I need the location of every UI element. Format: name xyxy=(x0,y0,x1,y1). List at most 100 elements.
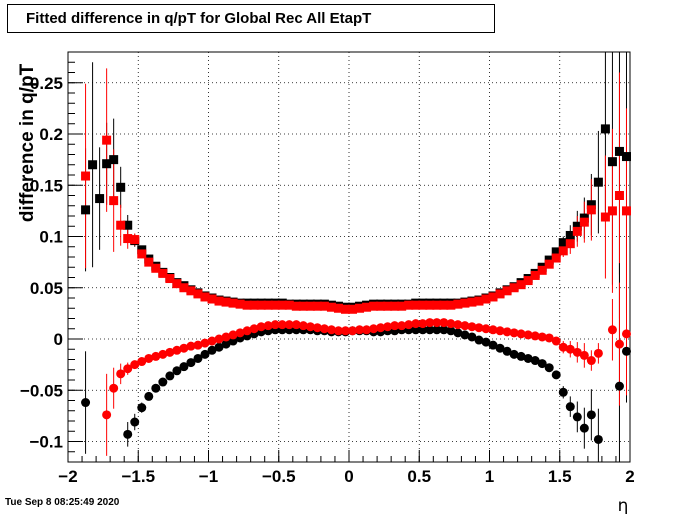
square-marker xyxy=(446,300,456,310)
square-marker xyxy=(467,297,477,307)
circle-marker xyxy=(481,324,491,334)
y-tick-label: 0.2 xyxy=(39,125,63,144)
square-marker xyxy=(404,300,414,310)
circle-marker xyxy=(537,359,547,369)
circle-marker xyxy=(586,356,596,366)
square-marker xyxy=(551,253,561,263)
square-marker xyxy=(593,177,603,187)
square-marker xyxy=(109,196,119,206)
square-marker xyxy=(130,235,140,245)
circle-marker xyxy=(621,329,631,339)
circle-marker xyxy=(144,353,154,363)
square-marker xyxy=(565,230,575,240)
square-marker xyxy=(544,259,554,269)
circle-marker xyxy=(579,350,589,360)
square-marker xyxy=(235,299,245,309)
square-marker xyxy=(481,294,491,304)
square-marker xyxy=(340,304,350,314)
x-tick-label: 1 xyxy=(485,467,494,486)
circle-marker xyxy=(565,402,575,412)
circle-marker xyxy=(172,366,182,376)
x-tick-label: −1 xyxy=(199,467,218,486)
circle-marker xyxy=(179,343,189,353)
square-marker xyxy=(418,300,428,310)
square-marker xyxy=(551,247,561,257)
circle-marker xyxy=(144,391,154,401)
circle-marker xyxy=(460,330,470,340)
circle-marker xyxy=(137,403,147,413)
y-tick-label: −0.05 xyxy=(20,381,63,400)
square-marker xyxy=(200,292,210,302)
square-marker xyxy=(165,274,175,284)
circle-marker xyxy=(607,325,617,335)
circle-marker xyxy=(537,332,547,342)
circle-marker xyxy=(362,325,372,335)
circle-marker xyxy=(116,369,126,379)
square-marker xyxy=(179,283,189,293)
circle-marker xyxy=(228,336,238,346)
circle-marker xyxy=(474,335,484,345)
square-marker xyxy=(411,300,421,310)
square-marker xyxy=(291,301,301,311)
circle-marker xyxy=(165,347,175,357)
square-marker xyxy=(369,301,379,311)
circle-marker xyxy=(390,321,400,331)
circle-marker xyxy=(516,351,526,361)
square-marker xyxy=(312,301,322,311)
square-marker xyxy=(572,226,582,236)
circle-marker xyxy=(446,319,456,329)
square-marker xyxy=(348,304,358,314)
circle-marker xyxy=(523,330,533,340)
x-tick-label: −1.5 xyxy=(121,467,155,486)
circle-marker xyxy=(432,325,442,335)
circle-marker xyxy=(572,412,582,422)
square-marker xyxy=(607,157,617,167)
circle-marker xyxy=(326,325,336,335)
circle-marker xyxy=(481,337,491,347)
circle-marker xyxy=(137,357,147,367)
circle-marker xyxy=(614,339,624,349)
square-marker xyxy=(425,300,435,310)
circle-marker xyxy=(565,344,575,354)
circle-marker xyxy=(418,325,428,335)
y-tick-label: −0.1 xyxy=(29,433,63,452)
circle-marker xyxy=(193,353,203,363)
square-marker xyxy=(158,268,168,278)
circle-marker xyxy=(502,346,512,356)
square-marker xyxy=(123,220,133,230)
square-marker xyxy=(88,160,98,170)
circle-marker xyxy=(467,322,477,332)
circle-marker xyxy=(291,320,301,330)
square-marker xyxy=(305,301,315,311)
circle-marker xyxy=(453,328,463,338)
square-marker xyxy=(432,300,442,310)
square-marker xyxy=(186,286,196,296)
circle-marker xyxy=(460,321,470,331)
square-marker xyxy=(319,301,329,311)
circle-marker xyxy=(474,323,484,333)
square-marker xyxy=(600,124,610,134)
circle-marker xyxy=(158,349,168,359)
circle-marker xyxy=(207,336,217,346)
circle-marker xyxy=(572,347,582,357)
square-marker xyxy=(333,303,343,313)
x-tick-label: 1.5 xyxy=(548,467,572,486)
square-marker xyxy=(123,234,133,244)
circle-marker xyxy=(509,328,519,338)
circle-marker xyxy=(586,410,596,420)
square-marker xyxy=(362,302,372,312)
circle-marker xyxy=(579,423,589,433)
circle-marker xyxy=(453,320,463,330)
square-marker xyxy=(621,206,631,216)
circle-marker xyxy=(333,326,343,336)
square-marker xyxy=(572,221,582,231)
square-marker xyxy=(516,280,526,290)
circle-marker xyxy=(214,334,224,344)
circle-marker xyxy=(593,434,603,444)
circle-marker xyxy=(558,387,568,397)
circle-marker xyxy=(298,321,308,331)
x-axis-label: η xyxy=(618,496,629,514)
y-tick-label: 0.05 xyxy=(30,279,63,298)
chart-title-text: Fitted difference in q/pT for Global Rec… xyxy=(26,10,372,27)
